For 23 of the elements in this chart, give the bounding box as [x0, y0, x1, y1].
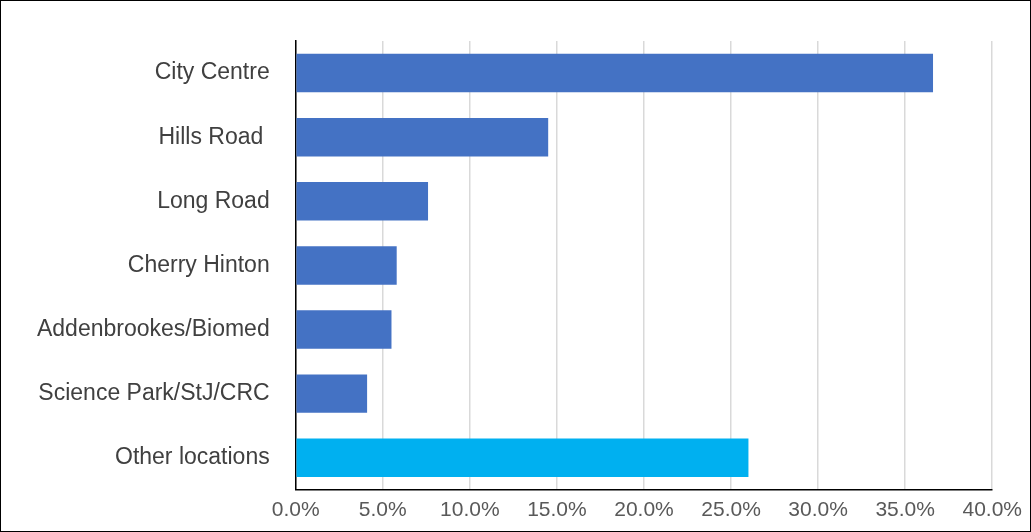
y-tick-label: City Centre	[154, 58, 270, 85]
bar	[296, 438, 749, 477]
bar	[296, 310, 392, 349]
x-tick-label: 0.0%	[271, 497, 320, 521]
x-tick-label: 35.0%	[875, 497, 935, 521]
y-tick-label: Long Road	[157, 186, 270, 213]
y-tick-label: Cherry Hinton	[127, 250, 270, 277]
x-tick-label: 5.0%	[358, 497, 407, 521]
bar	[296, 53, 934, 93]
bar	[296, 246, 397, 285]
x-tick-label: 40.0%	[962, 497, 1022, 521]
y-tick-label: Other locations	[115, 443, 270, 470]
y-tick-label: Science Park/StJ/CRC	[38, 378, 270, 405]
x-tick-label: 30.0%	[788, 497, 848, 521]
x-tick-label: 10.0%	[440, 497, 500, 521]
bar	[296, 182, 429, 221]
y-tick-label: Addenbrookes/Biomed	[36, 314, 270, 341]
bar	[296, 117, 549, 157]
x-tick-label: 15.0%	[527, 497, 587, 521]
bar	[296, 374, 368, 413]
x-tick-label: 20.0%	[614, 497, 674, 521]
x-tick-label: 25.0%	[701, 497, 761, 521]
y-tick-label: Hills Road	[158, 122, 270, 149]
